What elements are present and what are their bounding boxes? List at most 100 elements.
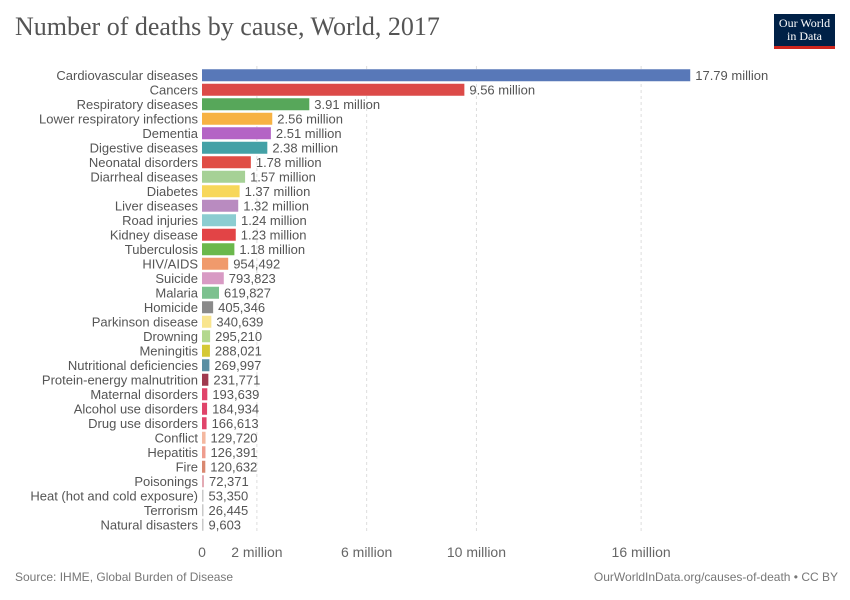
value-label: 3.91 million xyxy=(314,97,380,112)
category-label: Kidney disease xyxy=(110,227,198,242)
bar xyxy=(202,112,273,125)
value-label: 26,445 xyxy=(209,503,249,518)
bar xyxy=(202,214,237,227)
value-label: 72,371 xyxy=(209,474,249,489)
category-label: Digestive diseases xyxy=(90,140,199,155)
category-label: Tuberculosis xyxy=(125,242,199,257)
bar xyxy=(202,417,207,430)
value-label: 9.56 million xyxy=(469,82,535,97)
bar xyxy=(202,373,209,386)
value-label: 17.79 million xyxy=(695,68,768,83)
category-label: Road injuries xyxy=(122,213,198,228)
category-label: Maternal disorders xyxy=(90,387,198,402)
bar xyxy=(202,156,251,169)
category-label: Liver diseases xyxy=(115,198,199,213)
bar xyxy=(202,257,229,270)
owid-logo[interactable]: Our World in Data xyxy=(774,14,835,49)
bar xyxy=(202,83,465,96)
category-label: Malaria xyxy=(155,285,198,300)
category-label: Dementia xyxy=(142,126,198,141)
bar xyxy=(202,243,235,256)
category-label: Drug use disorders xyxy=(88,416,198,431)
bar xyxy=(202,98,310,111)
value-label: 231,771 xyxy=(213,372,260,387)
bar xyxy=(202,141,268,154)
value-label: 1.78 million xyxy=(256,155,322,170)
bar xyxy=(202,359,210,372)
bar xyxy=(202,460,206,473)
logo-line-1: Our World xyxy=(778,16,831,30)
bar xyxy=(202,518,204,531)
value-label: 120,632 xyxy=(210,459,257,474)
value-label: 954,492 xyxy=(233,256,280,271)
category-label: Respiratory diseases xyxy=(77,97,199,112)
value-label: 184,934 xyxy=(212,401,259,416)
value-label: 405,346 xyxy=(218,300,265,315)
value-label: 193,639 xyxy=(212,387,259,402)
value-label: 53,350 xyxy=(209,488,249,503)
category-label: Fire xyxy=(176,459,198,474)
bar xyxy=(202,446,206,459)
bar xyxy=(202,69,691,82)
category-label: Diarrheal diseases xyxy=(90,169,198,184)
category-label: Heat (hot and cold exposure) xyxy=(30,488,198,503)
category-label: Natural disasters xyxy=(100,517,198,532)
x-tick-label: 16 million xyxy=(612,544,671,560)
category-label: Meningitis xyxy=(139,343,198,358)
bar xyxy=(202,504,204,517)
value-label: 1.18 million xyxy=(239,242,305,257)
bar xyxy=(202,286,220,299)
x-tick-label: 6 million xyxy=(341,544,392,560)
x-tick-label: 10 million xyxy=(447,544,506,560)
bar xyxy=(202,170,246,183)
bar xyxy=(202,272,224,285)
category-label: Diabetes xyxy=(147,184,199,199)
category-label: Nutritional deficiencies xyxy=(68,358,199,373)
value-label: 619,827 xyxy=(224,285,271,300)
bar xyxy=(202,315,212,328)
category-label: Homicide xyxy=(144,300,198,315)
value-label: 295,210 xyxy=(215,329,262,344)
footer-link[interactable]: OurWorldInData.org/causes-of-death • CC … xyxy=(593,570,838,584)
category-label: Lower respiratory infections xyxy=(39,111,198,126)
value-label: 2.56 million xyxy=(277,111,343,126)
bar xyxy=(202,185,240,198)
value-label: 129,720 xyxy=(211,430,258,445)
bar xyxy=(202,127,271,140)
category-label: Terrorism xyxy=(144,503,198,518)
value-label: 1.32 million xyxy=(243,198,309,213)
category-label: Poisonings xyxy=(134,474,198,489)
x-tick-label: 2 million xyxy=(231,544,282,560)
category-label: Hepatitis xyxy=(147,445,198,460)
value-label: 269,997 xyxy=(214,358,261,373)
value-label: 1.23 million xyxy=(241,227,307,242)
category-label: Neonatal disorders xyxy=(89,155,199,170)
value-label: 288,021 xyxy=(215,343,262,358)
bar xyxy=(202,330,211,343)
value-label: 166,613 xyxy=(212,416,259,431)
bar xyxy=(202,199,239,212)
source-note: Source: IHME, Global Burden of Disease xyxy=(15,570,234,584)
bar xyxy=(202,489,204,502)
value-label: 2.38 million xyxy=(272,140,338,155)
value-label: 340,639 xyxy=(216,314,263,329)
category-label: Cardiovascular diseases xyxy=(56,68,198,83)
category-label: Alcohol use disorders xyxy=(74,401,199,416)
category-label: Protein-energy malnutrition xyxy=(42,372,198,387)
category-label: Conflict xyxy=(155,430,199,445)
bar xyxy=(202,344,210,357)
bar xyxy=(202,301,214,314)
logo-line-2: in Data xyxy=(787,29,822,43)
value-label: 2.51 million xyxy=(276,126,342,141)
value-label: 793,823 xyxy=(229,271,276,286)
bar xyxy=(202,388,208,401)
category-label: Cancers xyxy=(150,82,199,97)
category-label: Parkinson disease xyxy=(92,314,198,329)
bar xyxy=(202,402,208,415)
value-label: 1.57 million xyxy=(250,169,316,184)
category-label: HIV/AIDS xyxy=(142,256,198,271)
chart-title: Number of deaths by cause, World, 2017 xyxy=(15,12,440,41)
x-tick-label: 0 xyxy=(198,544,206,560)
bar xyxy=(202,228,236,241)
